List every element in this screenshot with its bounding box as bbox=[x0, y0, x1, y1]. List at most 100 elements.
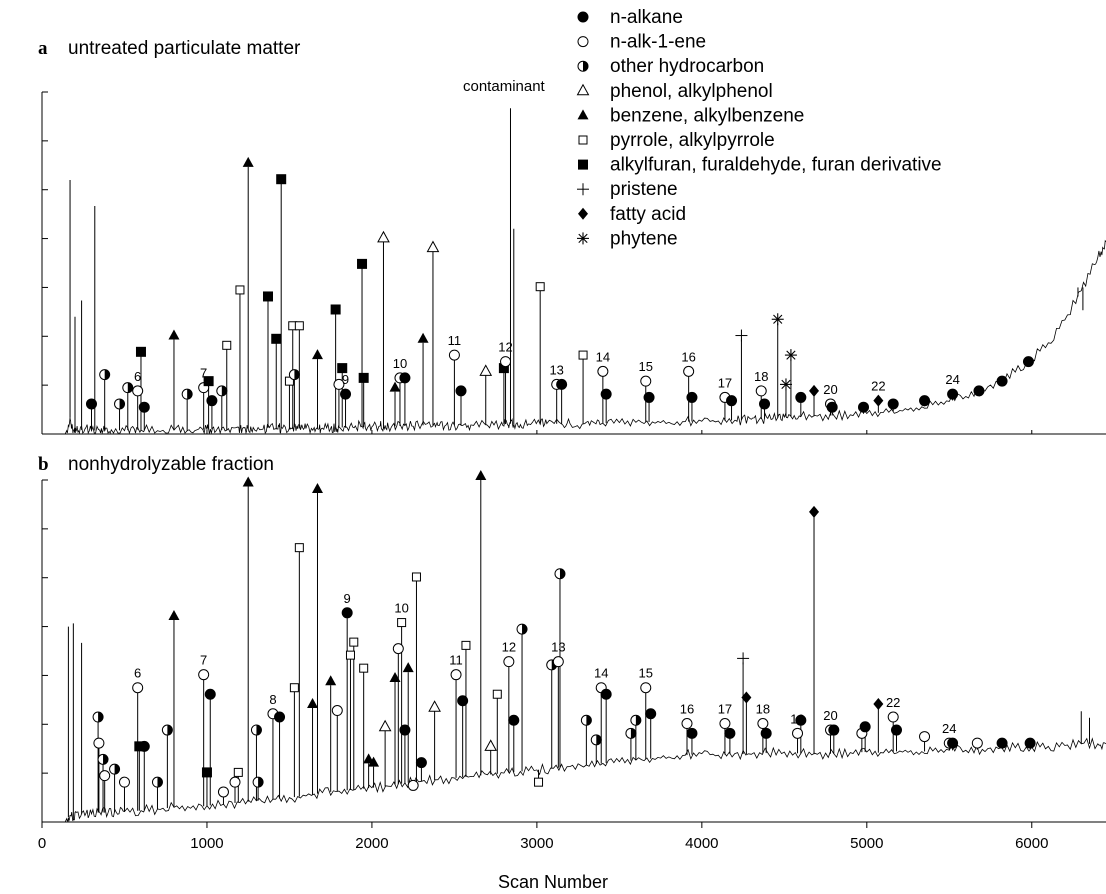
b-peak-marker-85 bbox=[887, 711, 899, 723]
b-peak-label-48: 11 bbox=[449, 653, 463, 668]
b-peak-marker-13 bbox=[161, 724, 173, 736]
b-baseline-line bbox=[42, 737, 1106, 823]
b-peak-marker-71 bbox=[719, 718, 731, 730]
b-peak-marker-5 bbox=[97, 753, 109, 765]
a-peak-marker-58 bbox=[726, 395, 738, 407]
a-peak-marker-17 bbox=[222, 340, 232, 350]
panel-a-markers: 6 7 9 10 11 12 13 14 15 16 17 18 20 22 24 bbox=[85, 156, 1034, 413]
x-tick-label-6: 6000 bbox=[1015, 835, 1048, 852]
a-peak-label-73: 24 bbox=[945, 372, 959, 387]
a-peak-marker-18 bbox=[235, 285, 245, 295]
b-peak-label-24: 8 bbox=[269, 692, 276, 707]
b-peak-marker-78 bbox=[795, 714, 807, 726]
a-peak-marker-16 bbox=[216, 385, 228, 397]
a-peak-marker-56 bbox=[686, 391, 698, 403]
a-peak-marker-33 bbox=[358, 372, 369, 383]
legend-marker-1 bbox=[577, 36, 589, 48]
a-peak-marker-22 bbox=[276, 174, 287, 185]
b-peak-marker-74 bbox=[741, 691, 752, 704]
b-peak-marker-61 bbox=[580, 714, 592, 726]
b-peak-marker-76 bbox=[760, 727, 772, 739]
b-peak-marker-68 bbox=[645, 708, 657, 720]
b-peak-marker-59 bbox=[552, 656, 564, 668]
a-peak-label-48: 13 bbox=[549, 362, 563, 377]
a-peak-marker-55 bbox=[683, 365, 695, 377]
legend-label-0: n-alkane bbox=[610, 7, 683, 28]
b-peak-label-75: 18 bbox=[756, 702, 770, 717]
b-peak-marker-83 bbox=[859, 721, 871, 733]
b-peak-label-67: 15 bbox=[639, 666, 653, 681]
x-tick-label-2: 2000 bbox=[355, 835, 388, 852]
legend-label-3: phenol, alkylphenol bbox=[610, 81, 773, 102]
a-peak-marker-62 bbox=[771, 313, 784, 326]
b-peak-marker-65 bbox=[625, 727, 637, 739]
a-peak-label-13: 7 bbox=[200, 366, 207, 381]
panel-a-letter: a bbox=[38, 38, 48, 59]
a-peak-marker-49 bbox=[556, 378, 568, 390]
a-peak-marker-52 bbox=[600, 388, 612, 400]
b-peak-marker-6 bbox=[99, 770, 111, 782]
b-peak-marker-30 bbox=[325, 675, 337, 686]
a-peak-marker-68 bbox=[826, 401, 838, 413]
b-peak-label-85: 22 bbox=[886, 695, 900, 710]
a-peak-label-53: 15 bbox=[639, 359, 653, 374]
b-peak-label-54: 12 bbox=[502, 640, 516, 655]
b-peak-marker-35 bbox=[359, 663, 369, 673]
b-peak-marker-3 bbox=[92, 711, 104, 723]
b-peak-marker-28 bbox=[307, 698, 319, 708]
legend-label-7: pristene bbox=[610, 179, 678, 200]
legend-marker-9 bbox=[577, 232, 589, 245]
a-peak-marker-30 bbox=[337, 363, 348, 374]
b-peak-marker-23 bbox=[252, 776, 264, 788]
a-peak-marker-23 bbox=[284, 376, 294, 386]
legend-marker-6 bbox=[578, 159, 588, 170]
b-peak-label-69: 16 bbox=[680, 702, 694, 717]
panel-b-trace bbox=[42, 480, 1106, 823]
legend-marker-8 bbox=[578, 207, 588, 220]
a-peak-marker-10 bbox=[138, 401, 150, 413]
a-peak-marker-38 bbox=[417, 332, 429, 343]
a-peak-marker-6 bbox=[114, 398, 126, 410]
a-peak-marker-4 bbox=[85, 398, 97, 410]
b-peak-marker-12 bbox=[151, 776, 163, 788]
a-peak-marker-43 bbox=[498, 363, 509, 374]
b-peak-marker-89 bbox=[947, 737, 959, 749]
a-peak-marker-25 bbox=[288, 369, 300, 381]
x-tick-label-5: 5000 bbox=[850, 835, 883, 852]
x-axis-title: Scan Number bbox=[498, 872, 608, 892]
a-peak-marker-12 bbox=[181, 388, 193, 400]
panel-b-markers: 678910111213141516171819202224 bbox=[92, 470, 1036, 798]
a-peak-marker-61 bbox=[759, 398, 771, 410]
b-peak-marker-14 bbox=[168, 610, 180, 621]
b-peak-marker-73 bbox=[737, 652, 750, 665]
b-peak-marker-37 bbox=[368, 756, 380, 767]
legend-label-1: n-alk-1-ene bbox=[610, 32, 706, 53]
a-peak-marker-64 bbox=[784, 349, 797, 362]
legend-label-2: other hydrocarbon bbox=[610, 56, 764, 77]
legend: n-alkane n-alk-1-ene other hydrocarbon phen… bbox=[576, 7, 942, 249]
a-peak-label-55: 16 bbox=[681, 349, 695, 364]
a-peak-marker-39 bbox=[426, 240, 440, 253]
a-peak-marker-26 bbox=[294, 321, 304, 331]
b-peak-marker-31 bbox=[331, 705, 343, 717]
legend-marker-3 bbox=[576, 83, 590, 96]
a-peak-marker-29 bbox=[333, 378, 345, 390]
b-peak-marker-50 bbox=[461, 640, 471, 650]
b-peak-marker-7 bbox=[109, 763, 121, 775]
a-baseline-line bbox=[42, 239, 1106, 435]
b-peak-marker-41 bbox=[397, 618, 407, 628]
b-peak-marker-16 bbox=[201, 767, 212, 778]
b-peak-marker-8 bbox=[118, 776, 130, 788]
panel-b-y-ticks bbox=[42, 479, 48, 823]
a-peak-label-67: 20 bbox=[823, 382, 837, 397]
legend-label-5: pyrrole, alkylpyrrole bbox=[610, 130, 775, 151]
a-peak-label-60: 18 bbox=[754, 369, 768, 384]
b-peak-marker-79 bbox=[809, 505, 820, 518]
panel-b-letter: b bbox=[38, 454, 49, 475]
a-peak-marker-40 bbox=[448, 349, 460, 361]
a-peak-marker-54 bbox=[643, 391, 655, 403]
b-peak-marker-34 bbox=[349, 637, 359, 647]
b-peak-marker-62 bbox=[590, 734, 602, 746]
x-tick-label-0: 0 bbox=[38, 835, 46, 852]
a-peak-label-44: 12 bbox=[498, 340, 512, 355]
